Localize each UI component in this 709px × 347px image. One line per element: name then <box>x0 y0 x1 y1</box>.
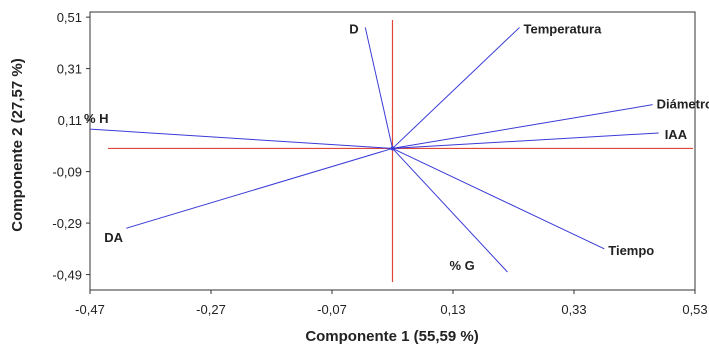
y-tick-label: -0,49 <box>52 268 82 283</box>
vector-2 <box>392 104 653 149</box>
vector-label: D <box>349 21 358 36</box>
x-axis-title: Componente 1 (55,59 %) <box>305 328 478 345</box>
y-tick-label: 0,31 <box>57 62 82 77</box>
x-tick-label: 0,13 <box>440 302 465 317</box>
vector-0 <box>364 27 393 149</box>
y-axis-ticks: 0,51 0,31 0,11 -0,09 -0,29 -0,49 <box>52 10 90 283</box>
vector-1 <box>392 27 520 149</box>
y-tick-label: 0,51 <box>57 10 82 25</box>
x-tick-label: 0,53 <box>682 302 707 317</box>
vector-7 <box>392 148 508 273</box>
vector-label: Diámetro <box>657 97 709 112</box>
vector-6 <box>392 147 605 250</box>
vector-label: IAA <box>665 127 688 142</box>
loading-vectors <box>89 27 659 273</box>
vector-label: % H <box>84 111 109 126</box>
y-tick-label: 0,11 <box>58 113 82 128</box>
x-tick-label: 0,33 <box>561 302 586 317</box>
x-tick-label: -0,07 <box>317 302 347 317</box>
x-tick-label: -0,27 <box>196 302 226 317</box>
vector-label: Tiempo <box>608 243 654 258</box>
vector-4 <box>89 128 393 149</box>
vector-5 <box>126 147 393 229</box>
vector-label: DA <box>104 230 123 245</box>
y-tick-label: -0,29 <box>52 216 82 231</box>
x-axis-ticks: -0,47 -0,27 -0,07 0,13 0,33 0,53 <box>75 290 708 317</box>
x-tick-label: -0,47 <box>75 302 105 317</box>
origin-point <box>390 146 395 151</box>
y-tick-label: -0,09 <box>52 165 82 180</box>
vector-3 <box>392 132 659 149</box>
y-axis-title: Componente 2 (27,57 %) <box>9 58 26 231</box>
vector-label: % G <box>449 258 474 273</box>
vector-labels: D Temperatura Diámetro IAA % H DA Tiempo % G <box>84 21 709 273</box>
vector-label: Temperatura <box>524 21 603 36</box>
